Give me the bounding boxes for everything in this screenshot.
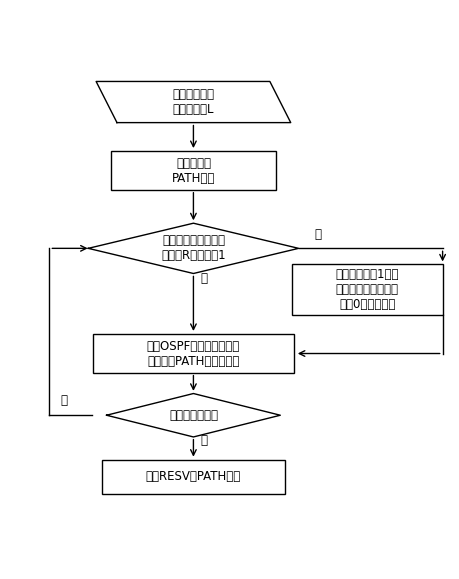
Text: 采用OSPF协议选择下一节
点并转发PATH至下一节点: 采用OSPF协议选择下一节 点并转发PATH至下一节点 xyxy=(146,339,240,368)
Text: 忽略标志位为1的相
邻节点，只采用标志
位为0的相邻节点: 忽略标志位为1的相 邻节点，只采用标志 位为0的相邻节点 xyxy=(335,268,398,311)
Text: 否: 否 xyxy=(61,394,67,408)
FancyBboxPatch shape xyxy=(102,460,284,494)
FancyBboxPatch shape xyxy=(111,151,275,190)
Text: 返回RESV，PATH建立: 返回RESV，PATH建立 xyxy=(146,471,241,483)
FancyBboxPatch shape xyxy=(93,334,293,373)
FancyBboxPatch shape xyxy=(291,265,442,314)
Text: 相邻节点资源占用率
标志位R是否都为1: 相邻节点资源占用率 标志位R是否都为1 xyxy=(161,234,225,262)
Text: 是: 是 xyxy=(200,272,207,285)
Text: 设置节点资源
占用率上限L: 设置节点资源 占用率上限L xyxy=(172,88,214,116)
Text: 源节点构建
PATH消息: 源节点构建 PATH消息 xyxy=(171,157,215,185)
Text: 是: 是 xyxy=(200,434,207,447)
Text: 否: 否 xyxy=(314,229,321,241)
Polygon shape xyxy=(88,223,298,273)
Polygon shape xyxy=(106,394,280,437)
Text: 是否是目的节点: 是否是目的节点 xyxy=(168,409,218,422)
